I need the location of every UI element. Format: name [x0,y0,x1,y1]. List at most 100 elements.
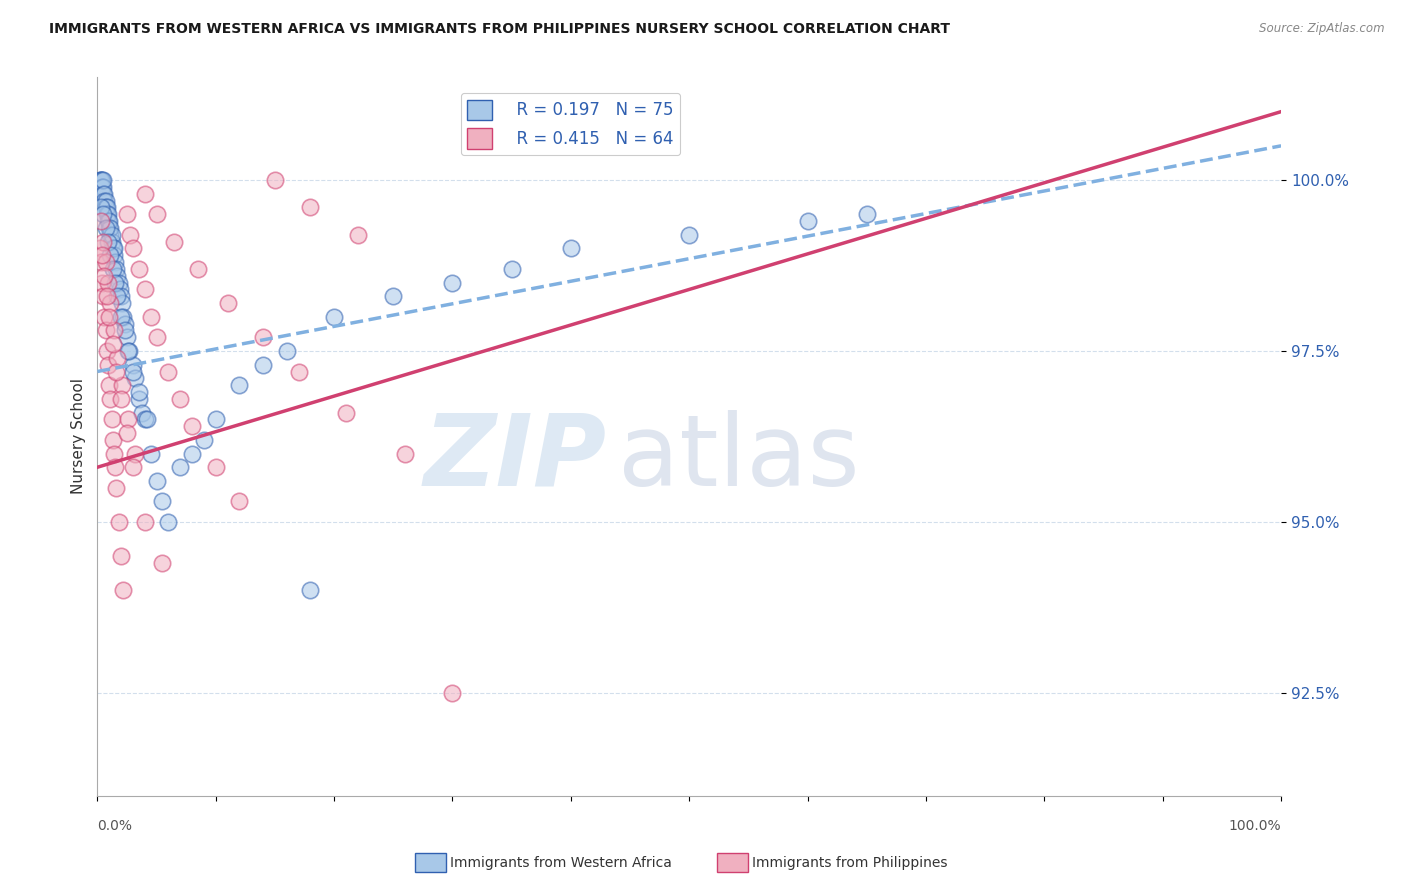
Point [100,248,122,262]
Point [103,241,125,255]
Point [394,446,416,460]
Point [91,207,114,221]
Point [96,200,118,214]
Point [115,330,138,344]
Point [91,179,114,194]
Point [91,179,114,194]
Point [91,248,114,262]
Legend:   R = 0.197   N = 75,   R = 0.415   N = 64: R = 0.197 N = 75, R = 0.415 N = 64 [461,93,681,155]
Point [90,173,112,187]
Point [97,207,120,221]
Point [181,419,204,434]
Point [217,296,239,310]
Point [101,261,124,276]
Point [107,351,129,365]
Point [145,330,167,344]
Point [100,227,122,242]
Point [94,255,117,269]
Point [100,227,122,242]
Point [91,235,114,249]
Point [139,310,162,324]
Point [101,433,124,447]
Point [299,583,322,598]
Point [89,173,111,187]
Text: Source: ZipAtlas.com: Source: ZipAtlas.com [1260,22,1385,36]
Text: Immigrants from Philippines: Immigrants from Philippines [752,855,948,870]
Point [98,220,121,235]
Point [152,494,174,508]
Point [128,392,150,406]
Point [128,384,150,399]
Point [252,330,274,344]
Point [93,268,115,283]
Point [103,248,125,262]
Point [124,371,146,385]
Point [335,405,357,419]
Point [110,549,132,563]
Point [441,686,464,700]
Point [104,276,127,290]
Point [110,392,132,406]
Point [276,343,298,358]
Point [114,323,136,337]
Point [107,268,129,283]
Point [134,186,156,201]
Point [105,261,128,276]
Point [111,296,134,310]
Point [97,235,120,249]
Point [98,310,121,324]
Point [204,412,226,426]
Point [94,220,117,235]
Point [94,200,117,214]
Point [117,412,139,426]
Point [111,378,134,392]
Point [287,364,309,378]
Point [152,556,174,570]
Point [112,310,135,324]
Point [134,515,156,529]
Point [121,241,143,255]
Point [139,446,162,460]
Point [157,364,180,378]
Text: 100.0%: 100.0% [1229,820,1281,833]
Point [120,227,142,242]
Point [678,227,700,242]
Point [346,227,368,242]
Point [93,186,115,201]
Point [90,214,112,228]
Point [96,289,118,303]
Point [100,296,122,310]
Point [91,173,114,187]
Point [121,358,143,372]
Point [264,173,287,187]
Point [104,460,127,475]
Point [855,207,877,221]
Point [94,323,117,337]
Point [103,446,125,460]
Point [501,261,523,276]
Point [107,515,129,529]
Point [96,207,118,221]
Point [100,220,122,235]
Point [163,235,186,249]
Point [91,173,114,187]
Point [228,494,250,508]
Point [115,207,138,221]
Point [157,515,180,529]
Point [134,412,156,426]
Point [94,194,117,208]
Point [100,392,122,406]
Text: ZIP: ZIP [423,409,606,507]
Point [134,282,156,296]
Point [90,255,112,269]
Point [169,392,191,406]
Point [100,235,122,249]
Point [114,317,136,331]
Point [91,186,114,201]
Point [117,343,139,358]
Point [145,474,167,488]
Point [96,343,118,358]
Point [101,241,124,255]
Point [91,289,114,303]
Point [110,289,132,303]
